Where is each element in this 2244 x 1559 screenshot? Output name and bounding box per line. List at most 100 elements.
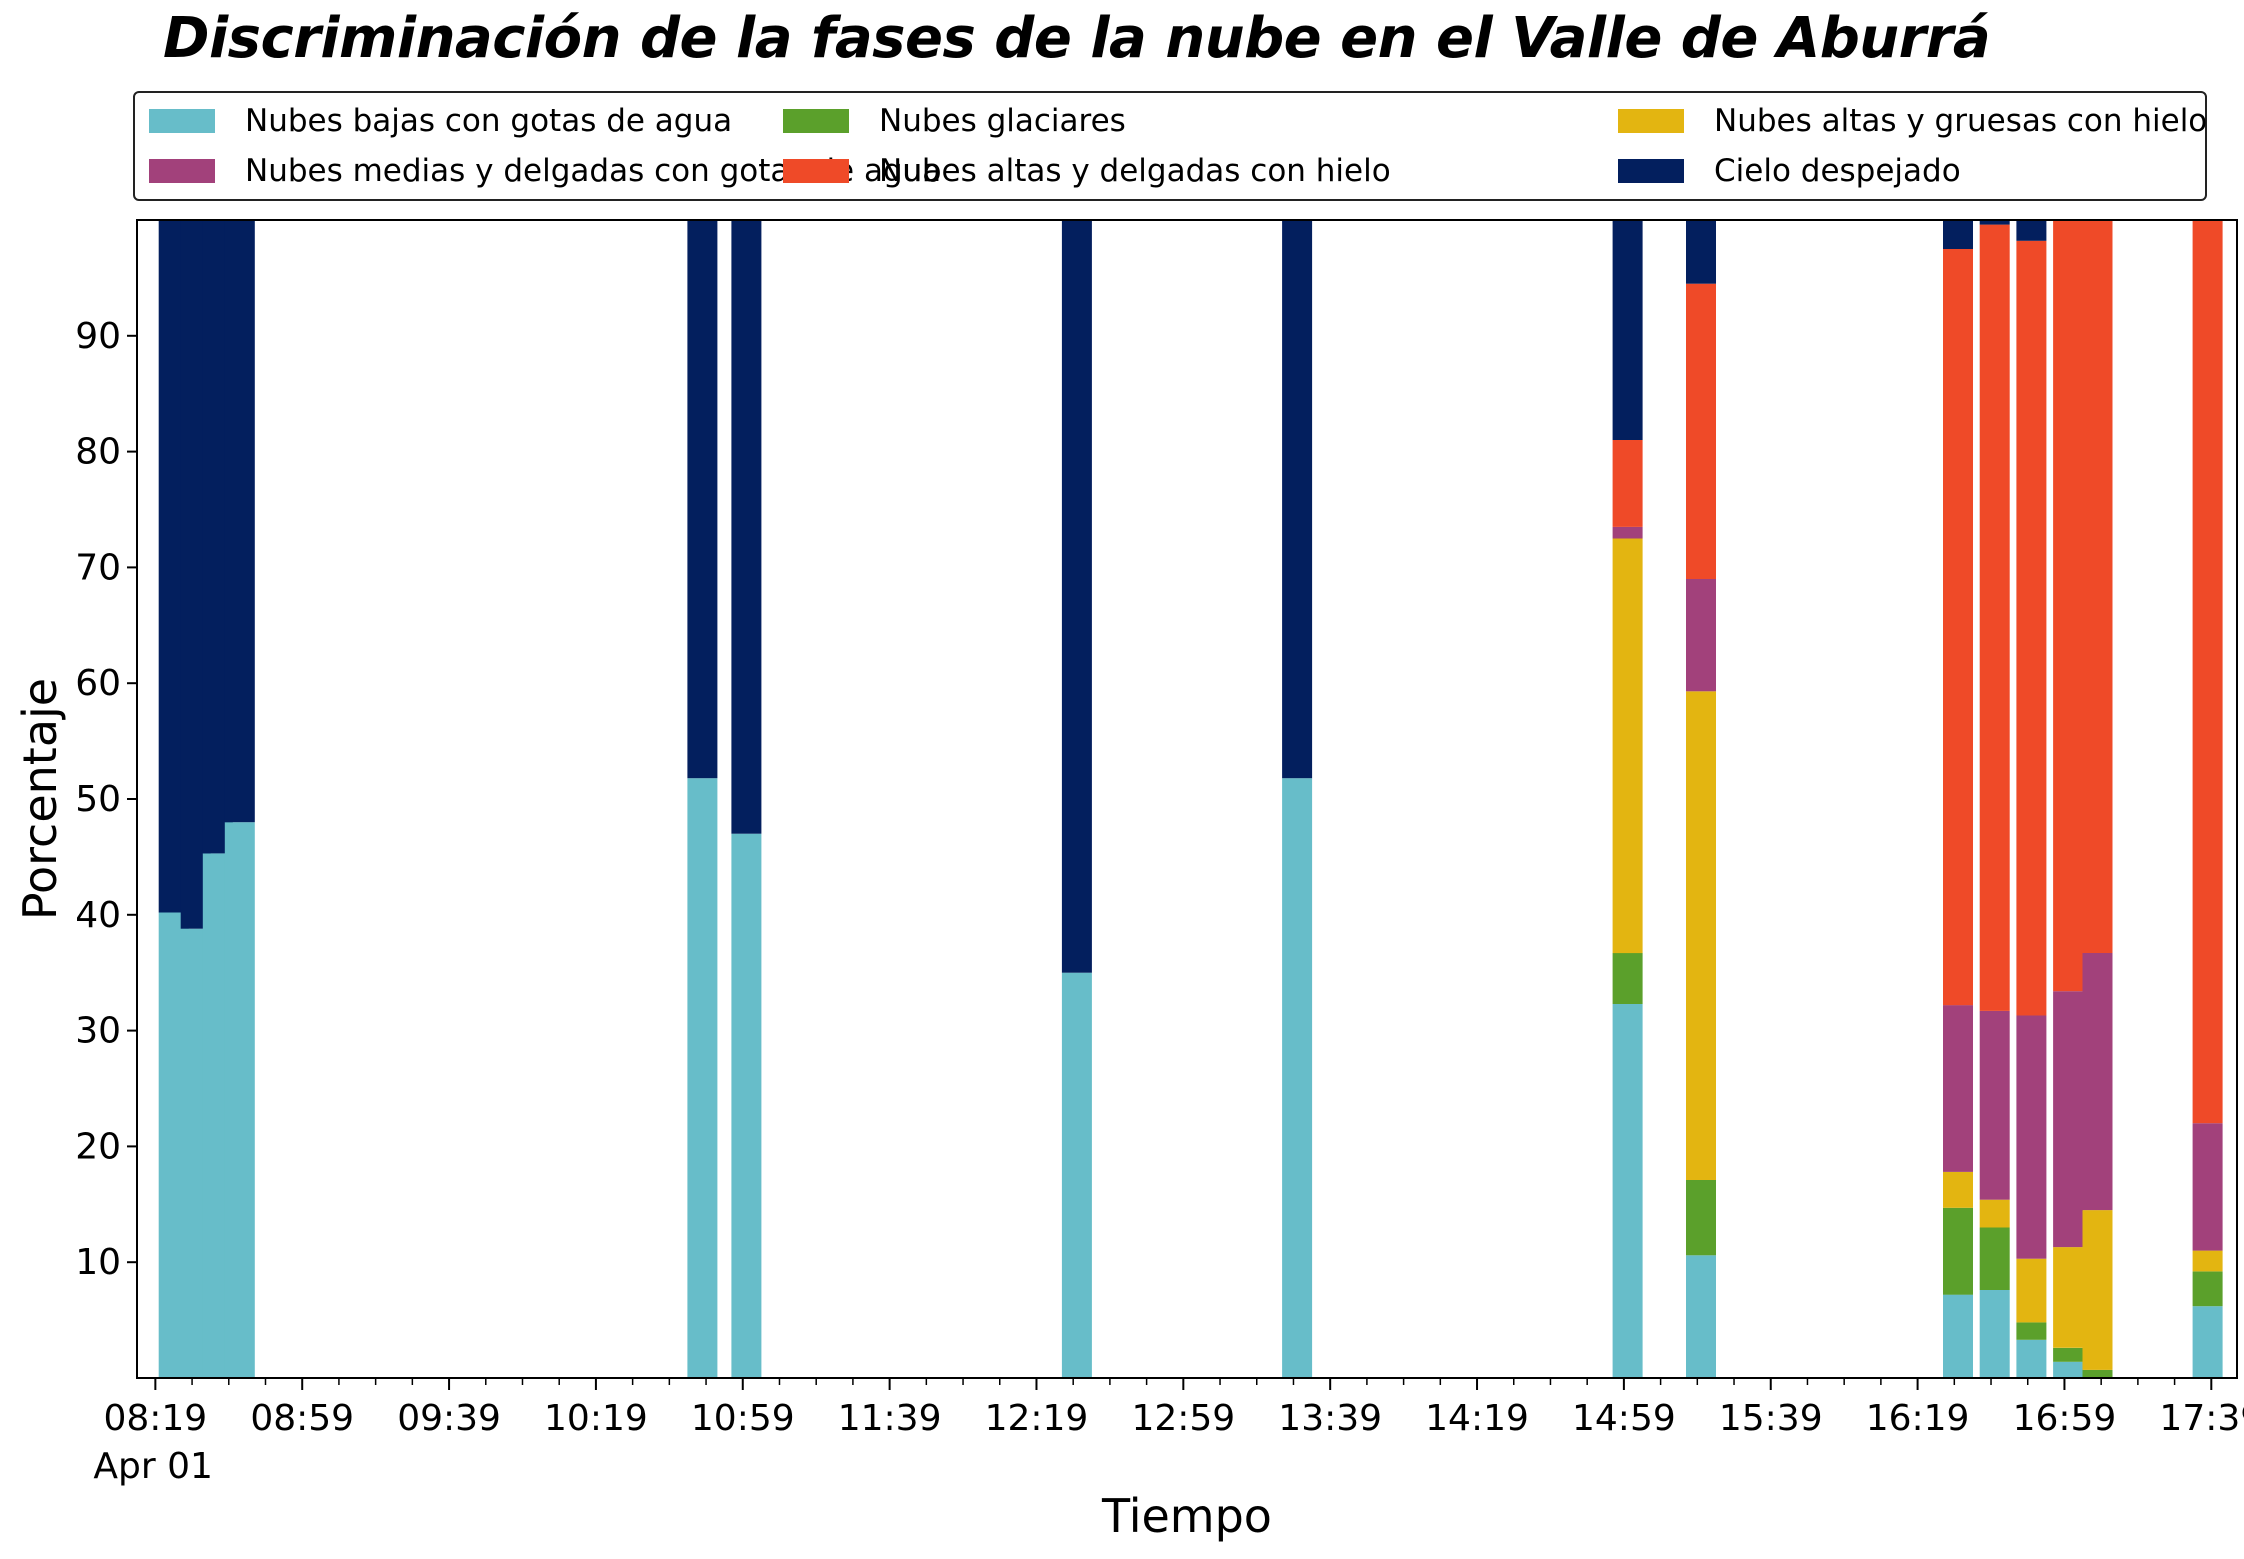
- bar-segment: [731, 833, 762, 1378]
- bar-segment: [1979, 1199, 2010, 1228]
- x-tick-label: 16:59: [2013, 1398, 2117, 1439]
- bar-segment: [2082, 1369, 2113, 1378]
- bar-segment: [2082, 953, 2113, 1211]
- bar-segment: [1686, 283, 1716, 579]
- bar-segment: [1612, 953, 1643, 1004]
- bar-segment: [1686, 1255, 1716, 1378]
- y-tick-label: 30: [75, 1011, 121, 1052]
- legend-item: Nubes altas y delgadas con hielo: [783, 151, 1391, 191]
- legend-swatch: [783, 159, 849, 183]
- bar-segment: [1979, 1010, 2010, 1200]
- legend-item: Nubes altas y gruesas con hielo: [1618, 101, 2207, 141]
- legend-label: Nubes altas y delgadas con hielo: [879, 153, 1391, 189]
- bars-group: [158, 220, 2223, 1378]
- bar-segment: [224, 220, 255, 823]
- bar-segment: [1686, 1180, 1716, 1256]
- legend-swatch: [1618, 159, 1684, 183]
- x-tick-label: 16:19: [1866, 1398, 1970, 1439]
- bar-segment: [1282, 778, 1313, 1378]
- bar-segment: [1979, 1227, 2010, 1290]
- x-tick-label: 10:19: [544, 1398, 648, 1439]
- bar-segment: [2082, 220, 2113, 953]
- x-tick-label: 10:59: [691, 1398, 795, 1439]
- bar-segment: [2192, 1306, 2223, 1378]
- x-tick-label: 12:19: [985, 1398, 1089, 1439]
- bar-segment: [687, 778, 718, 1378]
- x-tick-label: 08:59: [250, 1398, 354, 1439]
- bar-segment: [1943, 220, 1973, 249]
- bar-segment: [1612, 526, 1643, 539]
- bar-segment: [2016, 1339, 2047, 1378]
- y-tick-label: 80: [75, 432, 121, 473]
- bar-segment: [1979, 1290, 2010, 1378]
- legend-item: Nubes bajas con gotas de agua: [149, 101, 732, 141]
- bar-segment: [1943, 249, 1973, 1006]
- bar-segment: [1061, 972, 1092, 1378]
- bar-segment: [1686, 220, 1716, 284]
- x-axis-label: Tiempo: [1101, 1489, 1272, 1543]
- y-tick-label: 10: [75, 1242, 121, 1283]
- y-tick-label: 20: [75, 1126, 121, 1167]
- legend-item: Nubes glaciares: [783, 101, 1126, 141]
- legend-swatch: [149, 159, 215, 183]
- bar-segment: [2192, 1123, 2223, 1251]
- x-tick-label: 14:59: [1572, 1398, 1676, 1439]
- bar-segment: [1943, 1005, 1973, 1172]
- x-tick-label: 14:19: [1425, 1398, 1529, 1439]
- bar-segment: [224, 822, 255, 1378]
- legend-swatch: [149, 109, 215, 133]
- bar-segment: [2016, 1015, 2047, 1259]
- y-tick-label: 40: [75, 895, 121, 936]
- legend-label: Nubes bajas con gotas de agua: [245, 103, 733, 139]
- y-tick-label: 50: [75, 779, 121, 820]
- bar-segment: [1943, 1294, 1973, 1378]
- bar-segment: [2053, 1347, 2084, 1362]
- bar-segment: [2016, 220, 2047, 241]
- bar-segment: [1979, 224, 2010, 1011]
- bar-segment: [1979, 220, 2010, 225]
- bar-segment: [2016, 1258, 2047, 1323]
- legend-swatch: [783, 109, 849, 133]
- x-tick-label: 12:59: [1131, 1398, 1235, 1439]
- legend-label: Nubes glaciares: [879, 103, 1126, 139]
- x-axis: 08:19 08:59 09:39 10:19 10:59 11:39 12:19 12:59…: [93, 1378, 2244, 1487]
- bar-segment: [1612, 220, 1643, 440]
- bar-segment: [2016, 240, 2047, 1016]
- x-date-label: Apr 01: [93, 1446, 213, 1487]
- x-tick-label: 11:39: [838, 1398, 942, 1439]
- x-tick-label: 13:39: [1278, 1398, 1382, 1439]
- bar-segment: [1943, 1207, 1973, 1295]
- plot-frame: [136, 219, 2238, 1379]
- x-tick-label: 09:39: [397, 1398, 501, 1439]
- bar-segment: [1612, 538, 1643, 954]
- x-tick-label: 15:39: [1719, 1398, 1823, 1439]
- bar-segment: [1686, 579, 1716, 692]
- y-axis: 10 20 30 40 50 60 70 80 90: [75, 316, 137, 1283]
- bar-segment: [2082, 1210, 2113, 1370]
- y-tick-label: 90: [75, 316, 121, 357]
- bar-segment: [1943, 1171, 1973, 1208]
- bar-segment: [1061, 220, 1092, 973]
- legend-label: Nubes altas y gruesas con hielo: [1714, 103, 2208, 139]
- x-tick-label: 17:39: [2159, 1398, 2244, 1439]
- bar-segment: [2053, 1247, 2084, 1348]
- bar-segment: [1612, 440, 1643, 527]
- bar-segment: [2192, 220, 2223, 1124]
- bar-segment: [687, 220, 718, 779]
- y-axis-label: Porcentaje: [13, 678, 67, 920]
- x-tick-label: 08:19: [103, 1398, 207, 1439]
- legend-item: Cielo despejado: [1618, 151, 1961, 191]
- bar-segment: [2192, 1250, 2223, 1272]
- y-tick-label: 60: [75, 663, 121, 704]
- legend-swatch: [1618, 109, 1684, 133]
- y-tick-label: 70: [75, 547, 121, 588]
- bar-segment: [2053, 1361, 2084, 1378]
- chart-title: Discriminación de la fases de la nube en…: [163, 6, 1991, 71]
- bar-segment: [1686, 691, 1716, 1180]
- bar-segment: [2192, 1271, 2223, 1307]
- bar-segment: [1612, 1004, 1643, 1378]
- bar-segment: [2053, 220, 2084, 992]
- bar-segment: [2016, 1322, 2047, 1340]
- bar-segment: [731, 220, 762, 834]
